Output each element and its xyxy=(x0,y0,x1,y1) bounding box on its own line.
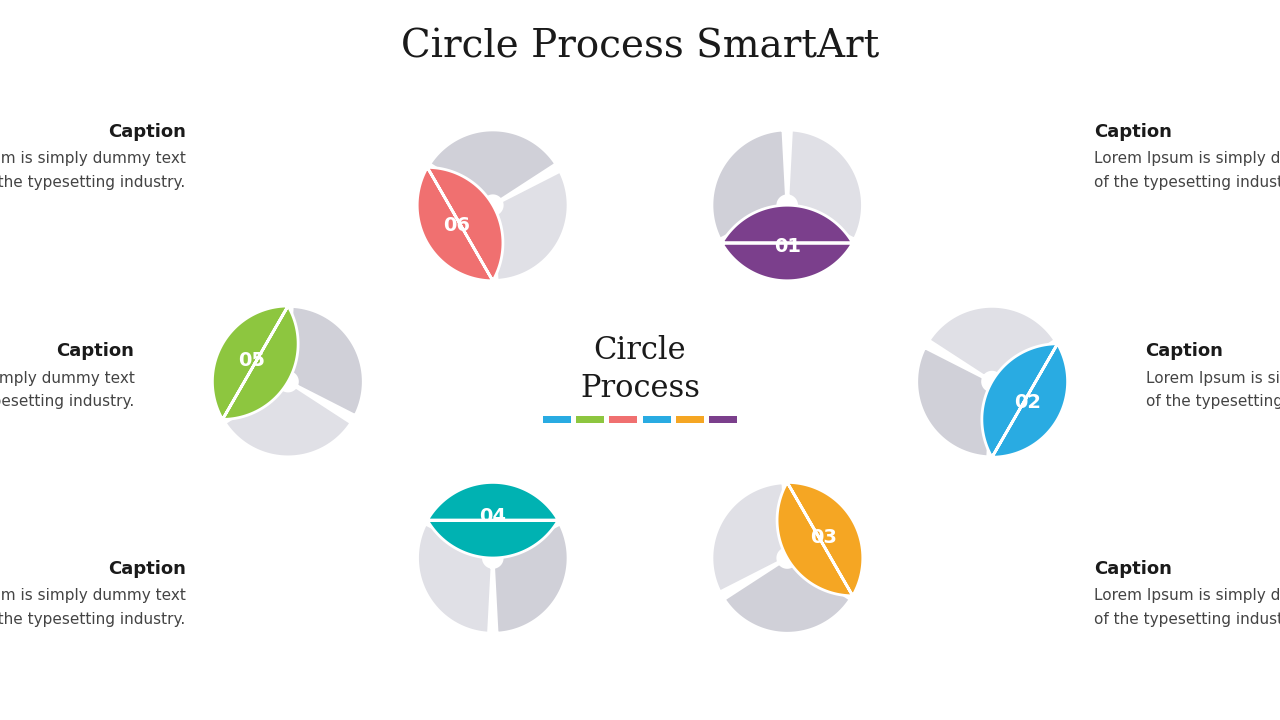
Polygon shape xyxy=(288,306,364,416)
Polygon shape xyxy=(982,344,1068,457)
Text: Lorem Ipsum is simply dummy text
of the typesetting industry.: Lorem Ipsum is simply dummy text of the … xyxy=(1094,151,1280,190)
Text: 03: 03 xyxy=(810,528,837,546)
Text: Circle: Circle xyxy=(594,335,686,366)
Polygon shape xyxy=(428,482,558,558)
Bar xyxy=(643,416,671,423)
Polygon shape xyxy=(429,130,557,200)
Text: Caption: Caption xyxy=(1094,560,1172,577)
Bar xyxy=(609,416,637,423)
Polygon shape xyxy=(723,563,851,634)
Polygon shape xyxy=(417,167,503,281)
Polygon shape xyxy=(224,387,352,457)
Polygon shape xyxy=(493,171,568,281)
Text: Lorem Ipsum is simply dummy text
of the typesetting industry.: Lorem Ipsum is simply dummy text of the … xyxy=(0,151,186,190)
Bar xyxy=(576,416,604,423)
Text: Lorem Ipsum is simply dummy text
of the typesetting industry.: Lorem Ipsum is simply dummy text of the … xyxy=(1146,371,1280,410)
Polygon shape xyxy=(712,482,787,593)
Polygon shape xyxy=(928,306,1056,377)
Text: Caption: Caption xyxy=(108,560,186,577)
Text: Caption: Caption xyxy=(108,122,186,141)
Text: Circle Process SmartArt: Circle Process SmartArt xyxy=(401,28,879,66)
Bar xyxy=(676,416,704,423)
Polygon shape xyxy=(712,130,787,240)
Text: Caption: Caption xyxy=(1146,343,1224,360)
Text: 05: 05 xyxy=(238,351,265,370)
Polygon shape xyxy=(777,482,863,596)
Text: Process: Process xyxy=(580,373,700,405)
Text: Caption: Caption xyxy=(1094,122,1172,141)
Text: Lorem Ipsum is simply dummy text
of the typesetting industry.: Lorem Ipsum is simply dummy text of the … xyxy=(1094,588,1280,627)
Text: Caption: Caption xyxy=(56,343,134,360)
Polygon shape xyxy=(417,523,493,634)
Bar xyxy=(543,416,571,423)
Text: 06: 06 xyxy=(443,217,470,235)
Bar xyxy=(709,416,737,423)
Polygon shape xyxy=(787,130,863,240)
Text: 04: 04 xyxy=(479,507,507,526)
Polygon shape xyxy=(212,306,298,419)
Polygon shape xyxy=(493,523,568,634)
Text: Lorem Ipsum is simply dummy text
of the typesetting industry.: Lorem Ipsum is simply dummy text of the … xyxy=(0,371,134,410)
Polygon shape xyxy=(916,347,992,457)
Text: Lorem Ipsum is simply dummy text
of the typesetting industry.: Lorem Ipsum is simply dummy text of the … xyxy=(0,588,186,627)
Polygon shape xyxy=(722,205,852,281)
Text: 02: 02 xyxy=(1015,393,1042,412)
Text: 01: 01 xyxy=(773,238,801,256)
